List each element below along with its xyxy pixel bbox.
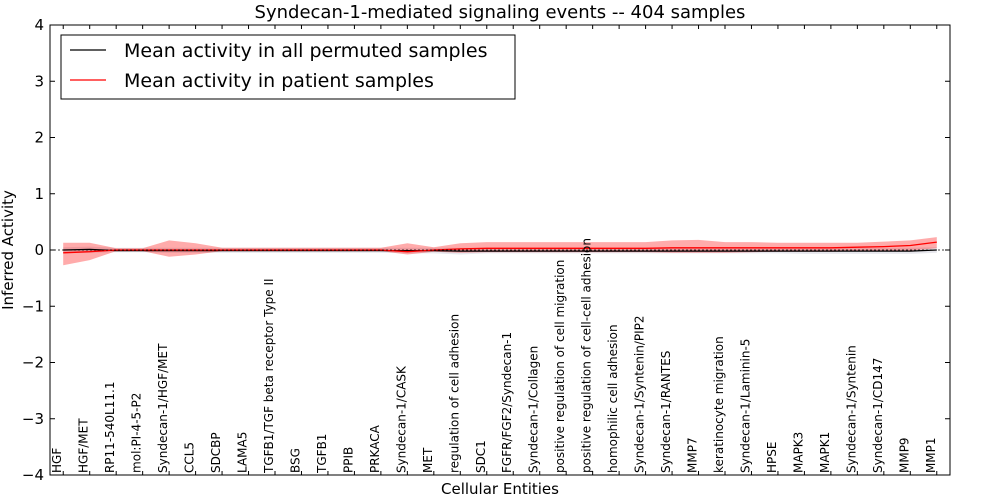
x-tick-label: MMP1 [924,437,938,473]
chart-title: Syndecan-1-mediated signaling events -- … [255,2,746,23]
x-tick-label: Syndecan-1/CD147 [871,358,885,473]
y-tick-label: −1 [22,297,44,315]
x-tick-label: Syndecan-1/RANTES [659,351,673,473]
x-tick-label: BSG [289,448,303,473]
x-tick-label: Syndecan-1/HGF/MET [156,343,170,473]
x-tick-label: mol:PI-4-5-P2 [130,393,144,473]
x-tick-label: regulation of cell adhesion [447,314,461,473]
y-tick-label: 4 [34,16,44,34]
x-tick-label: MAPK1 [818,432,832,473]
legend-label-permuted: Mean activity in all permuted samples [124,40,487,62]
x-tick-label: TGFB1/TGF beta receptor Type II [262,278,276,474]
x-tick-label: MAPK3 [791,432,805,473]
y-tick-label: 1 [34,185,44,203]
x-tick-label: HPSE [765,441,779,472]
x-tick-label: PRKACA [368,424,382,473]
x-tick-label: PPIB [341,447,355,473]
x-tick-label: TGFB1 [315,434,329,474]
x-tick-label: FGFR/FGF2/Syndecan-1 [500,332,514,473]
x-tick-label: HGF [50,448,64,473]
y-tick-label: −3 [22,410,44,428]
x-tick-label: Syndecan-1/Syntenin [844,345,858,473]
x-tick-label: MMP7 [686,437,700,473]
x-tick-label: HGF/MET [77,418,91,473]
x-tick-label: Syndecan-1/Collagen [527,346,541,473]
y-tick-label: −4 [22,466,44,484]
y-tick-label: 0 [34,241,44,259]
legend-label-patient: Mean activity in patient samples [124,70,434,92]
x-tick-label: Syndecan-1/Laminin-5 [739,339,753,473]
y-axis-label: Inferred Activity [0,190,17,310]
x-tick-label: Syndecan-1/Syntenin/PIP2 [633,315,647,473]
y-tick-label: 2 [34,129,44,147]
y-tick-label: 3 [34,72,44,90]
x-tick-label: SDC1 [474,440,488,473]
x-tick-label: RP11-540L11.1 [103,382,117,473]
y-tick-label: −2 [22,354,44,372]
x-tick-label: MMP9 [897,437,911,473]
x-tick-label: keratinocyte migration [712,336,726,473]
legend: Mean activity in all permuted samples Me… [61,35,515,99]
x-axis-label: Cellular Entities [441,480,559,498]
x-tick-label: CCL5 [183,442,197,473]
x-tick-label: Syndecan-1/CASK [394,365,408,473]
x-tick-label: SDCBP [209,432,223,473]
x-tick-label: positive regulation of cell migration [553,260,567,473]
x-tick-label: MET [421,447,435,473]
x-tick-label: homophilic cell adhesion [606,324,620,473]
x-tick-label: positive regulation of cell-cell adhesio… [580,238,594,473]
x-tick-label: LAMA5 [236,432,250,473]
